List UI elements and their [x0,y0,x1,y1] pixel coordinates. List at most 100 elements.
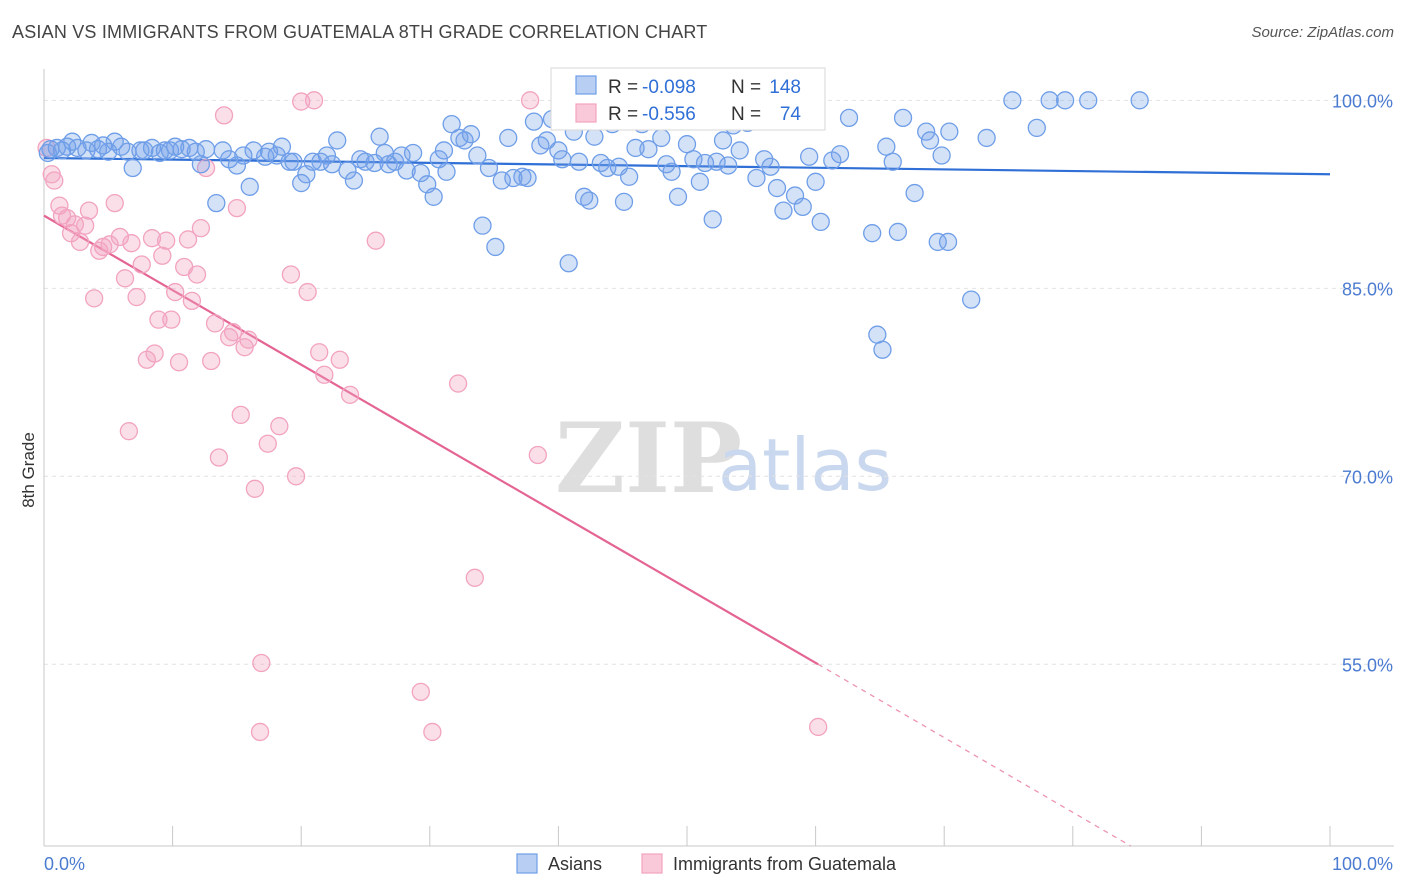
guatemala-point [119,422,139,441]
guatemala-point [187,265,207,284]
asians-point [344,171,364,190]
legend-guatemala-label: Immigrants from Guatemala [673,854,897,874]
asians-point [938,232,958,252]
asians-point [123,158,142,178]
asians-point [240,177,259,196]
asians-point [662,162,681,181]
asians-point [569,152,589,171]
asians-point [761,157,780,176]
guatemala-point [231,405,250,425]
asians-point [492,171,511,190]
guatemala-point [310,343,329,362]
guatemala-point [142,229,162,248]
asians-point [800,147,819,166]
asians-point [284,152,303,171]
stats-guatemala-swatch [575,103,597,123]
guatemala-point [270,417,289,436]
guatemala-point [132,255,151,274]
stats-guatemala-n-label: N = [731,104,761,125]
asians-point [1055,91,1075,110]
asians-point [830,145,850,164]
guatemala-point [70,232,90,252]
stats-asians-swatch [575,75,597,95]
asians-point [652,128,671,148]
asians-point [920,131,940,150]
asians-point [713,131,733,150]
guatemala-point [166,282,185,302]
asians-point [755,150,774,169]
watermark-zip: ZIP [555,402,742,515]
asians-point [338,161,357,180]
asians-point [292,173,311,193]
asians-point [614,192,634,211]
asians-point [668,187,688,206]
asians-point [328,131,347,150]
asians-point [437,162,456,181]
asians-point [559,254,578,273]
guatemala-point [169,353,189,372]
asians-point [434,141,454,160]
guatemala-point [423,722,442,742]
y-tick-label: 100.0% [1332,91,1393,111]
guatemala-point [149,310,168,329]
asians-point [461,125,481,144]
guatemala-point [304,91,324,110]
asians-point [442,114,461,134]
asians-point [684,150,703,169]
asians-point [486,237,505,257]
guatemala-point [145,344,164,363]
asians-point [719,156,738,175]
asians-point [888,222,908,242]
asians-point [172,140,191,159]
guatemala-point [223,323,243,342]
watermark-atlas: atlas [718,423,892,507]
legend: Asians Immigrants from Guatemala [516,853,897,874]
asians-point [397,161,416,180]
guatemala-point [448,374,468,393]
axes [43,69,1394,847]
asians-point [940,122,959,141]
asians-point [1003,91,1022,110]
asians-point [479,158,499,178]
asians-point [317,146,337,165]
watermark: ZIP atlas [555,402,892,515]
guatemala-point [202,351,221,371]
guatemala-point [281,265,301,284]
asians-point [196,140,216,159]
asians-point [905,183,924,203]
guatemala-trend-line [43,214,819,666]
guatemala-point [76,216,95,235]
guatemala-point [105,193,124,213]
asians-point [207,193,226,213]
asians-point [932,146,951,165]
guatemala-point [286,467,306,486]
asians-point [690,172,710,191]
asians-point [977,128,996,148]
asians-point [403,143,423,163]
guatemala-point [182,291,202,310]
stats-guatemala-r-value: -0.556 [642,104,696,125]
guatemala-point [127,287,146,307]
asians-point [468,146,487,165]
asians-point [553,150,572,169]
y-tick-label: 85.0% [1342,279,1393,299]
x-tick-label: 100.0% [1332,854,1393,874]
asians-point [1130,91,1149,110]
stats-guatemala-n-value: 74 [780,104,802,125]
asians-point [806,172,825,191]
guatemala-point [245,479,265,498]
guatemala-point [298,282,317,302]
asians-point [585,127,604,146]
asians-point [893,108,913,128]
asians-point [917,122,936,141]
guatemala-point [528,445,547,465]
asians-point [928,232,947,252]
guatemala-point [79,201,99,220]
y-tick-label: 70.0% [1342,467,1393,487]
asians-point [518,168,537,188]
asians-point [131,141,150,160]
guatemala-point [520,91,540,110]
y-tick-labels: 100.0% 85.0% 70.0% 55.0% [1332,91,1393,675]
guatemala-trend-extension [817,663,1131,847]
